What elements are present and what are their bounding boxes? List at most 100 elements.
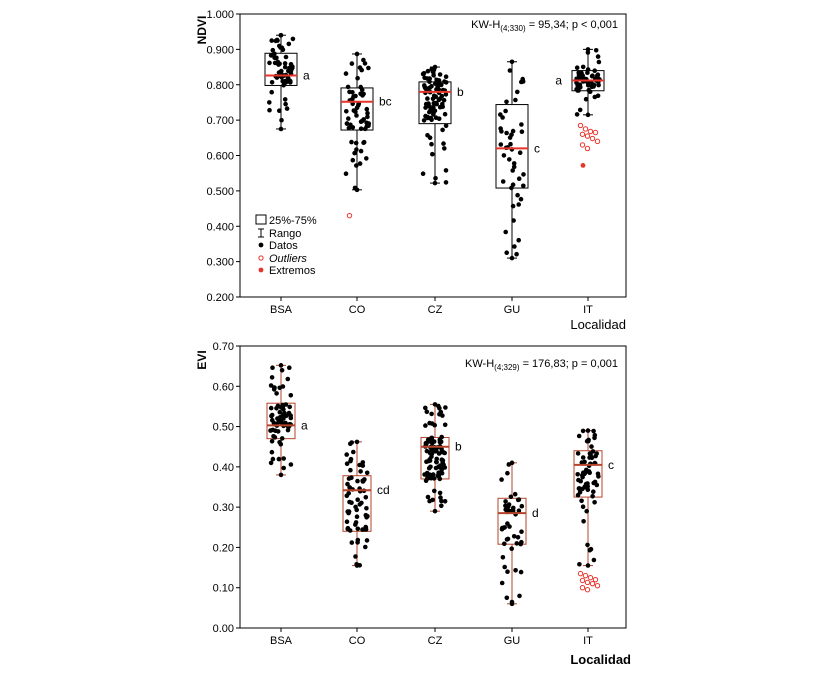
data-point — [429, 83, 434, 89]
data-point — [423, 101, 429, 107]
legend-outlier-symbol — [258, 255, 264, 261]
ndvi-legend: 25%-75% Rango Datos Outliers Extremos — [255, 214, 317, 277]
data-point — [347, 485, 352, 490]
data-point — [586, 438, 591, 444]
data-point — [423, 405, 428, 411]
data-point — [274, 391, 279, 396]
data-point — [279, 68, 284, 74]
data-point — [509, 601, 515, 607]
data-point — [281, 465, 287, 471]
data-point — [358, 91, 363, 97]
data-point — [510, 128, 516, 134]
data-point — [508, 141, 513, 147]
data-point — [284, 106, 290, 111]
data-point — [585, 112, 591, 118]
outlier-point — [592, 576, 599, 583]
data-point — [519, 529, 524, 534]
data-point — [428, 108, 433, 113]
data-point — [433, 175, 438, 181]
data-point — [433, 465, 439, 471]
data-point — [512, 244, 517, 249]
data-point — [267, 107, 272, 113]
data-point — [435, 81, 441, 86]
data-point — [358, 148, 364, 154]
data-point — [364, 106, 370, 112]
data-point — [364, 538, 370, 543]
ndvi-y-tick-label: 0.200 — [206, 292, 234, 304]
data-point — [365, 513, 370, 519]
data-point — [366, 65, 371, 71]
group-letter: a — [303, 69, 310, 83]
outlier-point — [589, 135, 596, 142]
group-letter: a — [301, 418, 308, 432]
data-point — [362, 477, 367, 482]
data-point — [585, 428, 591, 433]
data-point — [516, 497, 522, 502]
data-point — [509, 546, 514, 551]
data-point — [354, 113, 359, 118]
evi-box-it: c — [573, 428, 614, 593]
data-point — [346, 509, 352, 514]
data-point — [511, 505, 516, 511]
data-point — [285, 376, 291, 382]
ndvi-kw-value: = 95,34; p < 0,001 — [526, 19, 618, 31]
data-point — [278, 126, 284, 132]
data-point — [363, 527, 369, 532]
data-point — [270, 365, 275, 371]
data-point — [508, 494, 514, 500]
group-letter: b — [455, 440, 462, 454]
data-point — [269, 89, 275, 95]
ndvi-box-gu: c — [495, 59, 540, 261]
data-point — [442, 111, 448, 117]
data-point — [511, 164, 517, 170]
group-letter: b — [457, 85, 464, 99]
data-point — [517, 593, 522, 599]
group-letter: c — [534, 141, 540, 155]
outlier-point — [577, 570, 584, 577]
data-point — [270, 47, 276, 53]
data-point — [274, 55, 279, 61]
data-point — [354, 51, 360, 57]
data-point — [441, 141, 446, 146]
data-point — [271, 387, 277, 392]
data-point — [427, 135, 433, 140]
data-point — [432, 488, 437, 494]
data-point — [441, 97, 447, 103]
ndvi-kw-subscript: (4;330) — [500, 24, 526, 33]
data-point — [514, 541, 520, 546]
data-point — [269, 38, 275, 43]
data-point — [505, 470, 510, 476]
data-point — [592, 68, 597, 73]
data-point — [420, 71, 426, 77]
data-point — [365, 114, 370, 120]
evi-y-tick-label: 0.30 — [213, 502, 234, 514]
data-point — [288, 80, 293, 85]
outlier-point — [579, 142, 586, 148]
ndvi-y-tick-label: 1.000 — [206, 9, 234, 21]
data-point — [432, 64, 438, 70]
data-point — [424, 470, 430, 476]
data-point — [429, 141, 434, 147]
data-point — [436, 403, 441, 409]
data-point — [577, 107, 583, 113]
data-point — [439, 457, 445, 463]
data-point — [432, 180, 438, 186]
data-point — [501, 525, 507, 530]
outlier-point — [584, 133, 591, 139]
data-point — [592, 94, 598, 100]
evi-y-tick-label: 0.40 — [213, 462, 234, 474]
data-point — [278, 32, 284, 38]
data-point — [596, 82, 601, 88]
data-point — [585, 67, 591, 72]
data-point — [360, 527, 365, 532]
evi-y-tick-label: 0.10 — [213, 583, 234, 595]
data-point — [583, 485, 589, 490]
data-point — [587, 547, 593, 553]
data-point — [363, 495, 369, 500]
data-point — [347, 89, 352, 95]
data-point — [591, 428, 596, 434]
data-point — [590, 73, 595, 78]
data-point — [271, 434, 276, 439]
data-point — [357, 65, 363, 70]
evi-y-axis-label: EVI — [195, 350, 209, 369]
